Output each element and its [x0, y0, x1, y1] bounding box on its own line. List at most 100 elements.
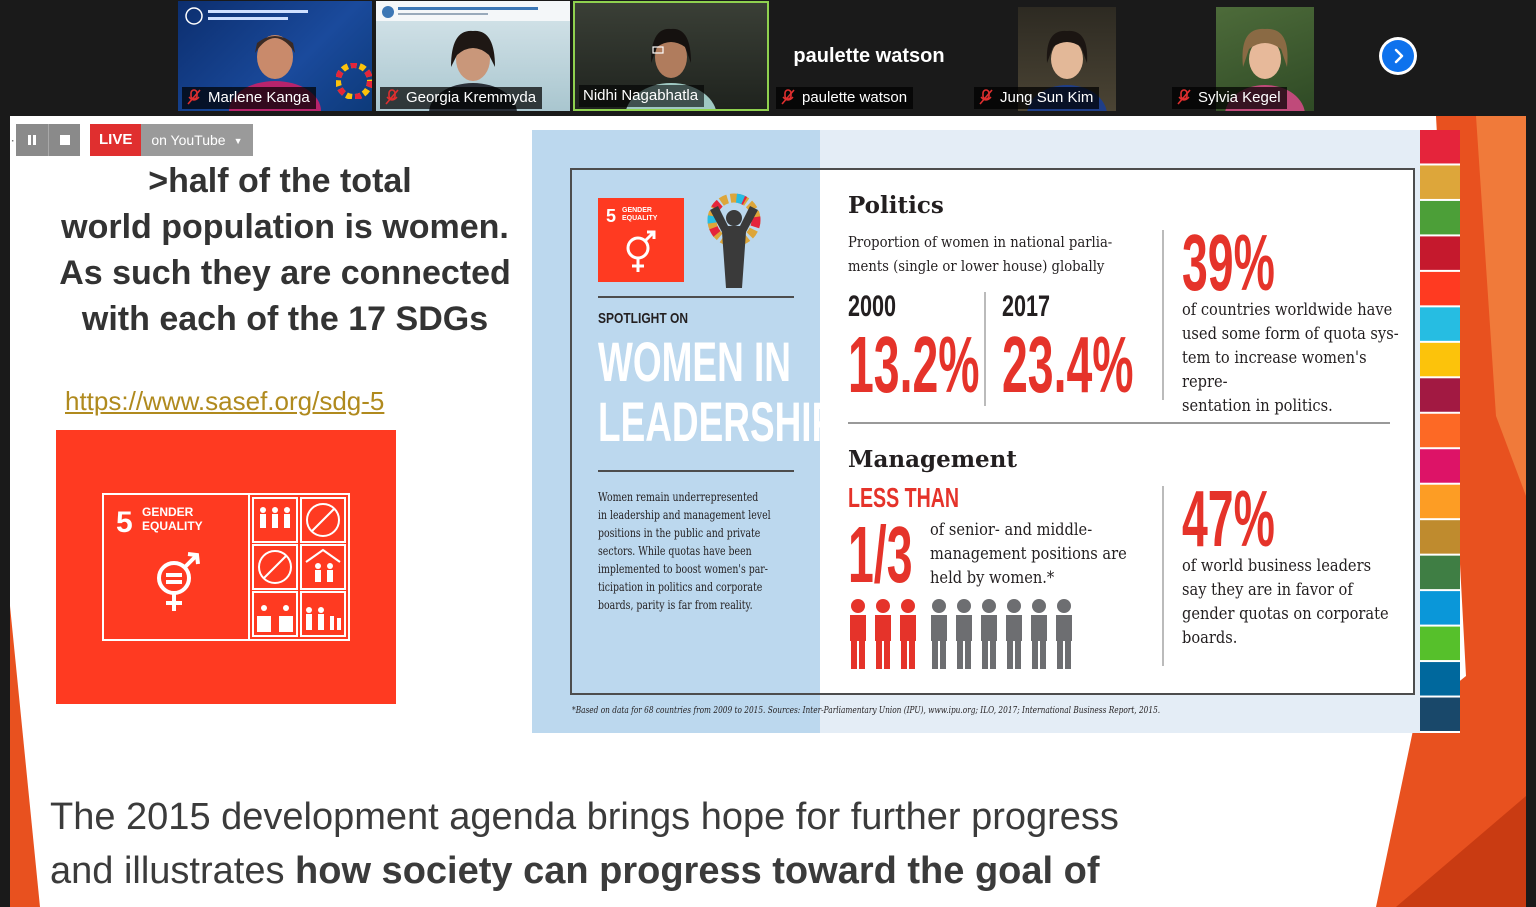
participant-tile[interactable]: Sylvia Kegel: [1168, 1, 1362, 111]
participant-name: Georgia Kremmyda: [406, 89, 537, 106]
slide-caption: The 2015 development agenda brings hope …: [44, 780, 1368, 907]
divider: [598, 296, 794, 298]
sdg5-badge-graphic: 5 GENDER EQUALITY: [606, 206, 658, 272]
text-line: Women remain underrepresented: [598, 490, 759, 504]
text-line: boards, parity is far from reality.: [598, 598, 753, 612]
management-heading: Management: [848, 446, 1018, 473]
text-line: gender quotas on corporate: [1182, 604, 1389, 624]
slide-headline: >half of the total world population is w…: [40, 158, 530, 342]
participant-name-label: Jung Sun Kim: [974, 87, 1100, 109]
divider: [984, 292, 986, 406]
footnote: *Based on data for 68 countries from 200…: [572, 706, 1161, 716]
sdg5-badge: 5 GENDER EQUALITY: [598, 198, 684, 282]
sdg-color-block: [1420, 271, 1460, 306]
text-line: of world business leaders: [1182, 556, 1372, 576]
sdg5-targets-graphic: 5 GENDER EQUALITY: [102, 493, 350, 641]
text-line: say they are in favor of: [1182, 580, 1353, 600]
participant-name-label: Marlene Kanga: [182, 87, 316, 109]
woman-figure-icon: [850, 599, 866, 669]
headline-line: >half of the total: [148, 162, 412, 200]
participant-name-label: paulette watson: [776, 87, 914, 109]
next-participants-button[interactable]: [1379, 37, 1417, 75]
participant-strip: Marlene Kanga Georgia Kremmyda: [0, 0, 1536, 112]
caption-text: and illustrates: [50, 850, 296, 892]
text-line: positions in the public and private: [598, 526, 761, 540]
participant-name: Sylvia Kegel: [1198, 89, 1281, 106]
sasef-sdg5-link[interactable]: https://www.sasef.org/sdg-5: [65, 386, 385, 416]
live-badge[interactable]: LIVE: [90, 124, 142, 156]
person-figure-icon: [956, 599, 972, 669]
sdg-color-block: [1420, 626, 1460, 661]
politics-heading: Politics: [848, 192, 944, 219]
slide-decoration: [10, 606, 40, 907]
participant-tile[interactable]: Jung Sun Kim: [970, 1, 1164, 111]
infographic-title-line: LEADERSHIP: [598, 390, 837, 453]
gender-equality-icon: [157, 552, 200, 611]
management-fraction-text: of senior- and middle-management positio…: [930, 518, 1154, 590]
mic-muted-icon: [385, 89, 399, 105]
politics-value: 13.2%: [848, 320, 980, 409]
participant-display-name: paulette watson: [793, 45, 945, 67]
text-line: of countries worldwide have: [1182, 300, 1393, 320]
caret-down-icon: ▼: [233, 136, 243, 146]
mic-muted-icon: [781, 89, 795, 105]
pause-button[interactable]: [16, 124, 48, 156]
politics-year: 2017: [1002, 290, 1051, 323]
organization-logo: [382, 6, 538, 18]
infographic-title-line: WOMEN IN: [598, 330, 791, 393]
sdg-color-block: [1420, 378, 1460, 412]
sdg-color-block: [1420, 555, 1460, 590]
sdg-color-block: [1420, 200, 1460, 235]
politics-description-line: Proportion of women in national parlia-: [848, 233, 1113, 251]
people-icons: [257, 507, 341, 632]
mic-muted-icon: [979, 89, 993, 105]
sdg-wheel-person-icon: [707, 193, 761, 288]
intro-paragraph: Women remain underrepresented in leadersh…: [598, 488, 801, 614]
sdg-color-block: [1420, 413, 1460, 448]
headline-line: world population is women.: [61, 208, 509, 246]
person-figure-icon: [1006, 599, 1022, 669]
sdg-color-block: [1420, 520, 1460, 554]
participant-tile[interactable]: Marlene Kanga: [178, 1, 372, 111]
divider: [1162, 230, 1164, 400]
person-figure-icon: [981, 599, 997, 669]
divider: [848, 422, 1390, 424]
badge-title-line: EQUALITY: [622, 215, 658, 222]
badge-number: 5: [606, 206, 616, 226]
text-line: implemented to boost women's par-: [598, 562, 768, 576]
stop-button[interactable]: [48, 124, 80, 156]
sdg-color-block: [1420, 662, 1460, 696]
politics-stat-text: of countries worldwide have used some for…: [1182, 298, 1414, 418]
text-line: used some form of quota sys-: [1182, 324, 1399, 344]
headline-line: As such they are connected: [59, 254, 511, 292]
sdg-color-block: [1420, 697, 1460, 731]
participant-tile[interactable]: Georgia Kremmyda: [376, 1, 570, 111]
participant-tile[interactable]: paulette watson paulette watson: [772, 1, 966, 111]
woman-figure-icon: [900, 599, 916, 669]
streaming-platform-dropdown[interactable]: on YouTube ▼: [141, 124, 253, 156]
livestream-bar: ⋯ LIVE on YouTube ▼: [10, 124, 253, 156]
mic-muted-icon: [187, 89, 201, 105]
mic-muted-icon: [1177, 89, 1191, 105]
politics-description: Proportion of women in national parlia- …: [848, 230, 1165, 278]
participant-name-label: Nidhi Nagabhatla: [579, 85, 705, 107]
participant-tile-active-speaker[interactable]: Nidhi Nagabhatla: [573, 1, 769, 111]
people-figures-graphic: [850, 599, 1072, 669]
sdg-title-line: GENDER: [142, 505, 194, 519]
politics-year: 2000: [848, 290, 897, 323]
headline-line: with each of the 17 SDGs: [81, 300, 489, 338]
text-line: sentation in politics.: [1182, 396, 1333, 416]
management-fraction: 1/3: [848, 510, 913, 599]
stop-icon: [59, 135, 70, 145]
shared-screen-slide: ⋯ LIVE on YouTube ▼ >half of the total wo…: [10, 116, 1526, 907]
politics-stat: 39%: [1182, 218, 1275, 307]
participant-name: Marlene Kanga: [208, 89, 310, 106]
person-figure-icon: [931, 599, 947, 669]
more-icon[interactable]: ⋯: [10, 132, 16, 149]
chevron-right-icon: [1394, 48, 1404, 64]
sdg-number: 5: [116, 506, 133, 539]
management-stat-text: of world business leaders say they are in…: [1182, 554, 1406, 650]
caption-line: The 2015 development agenda brings hope …: [50, 796, 1119, 838]
text-line: tem to increase women's repre-: [1182, 348, 1367, 392]
